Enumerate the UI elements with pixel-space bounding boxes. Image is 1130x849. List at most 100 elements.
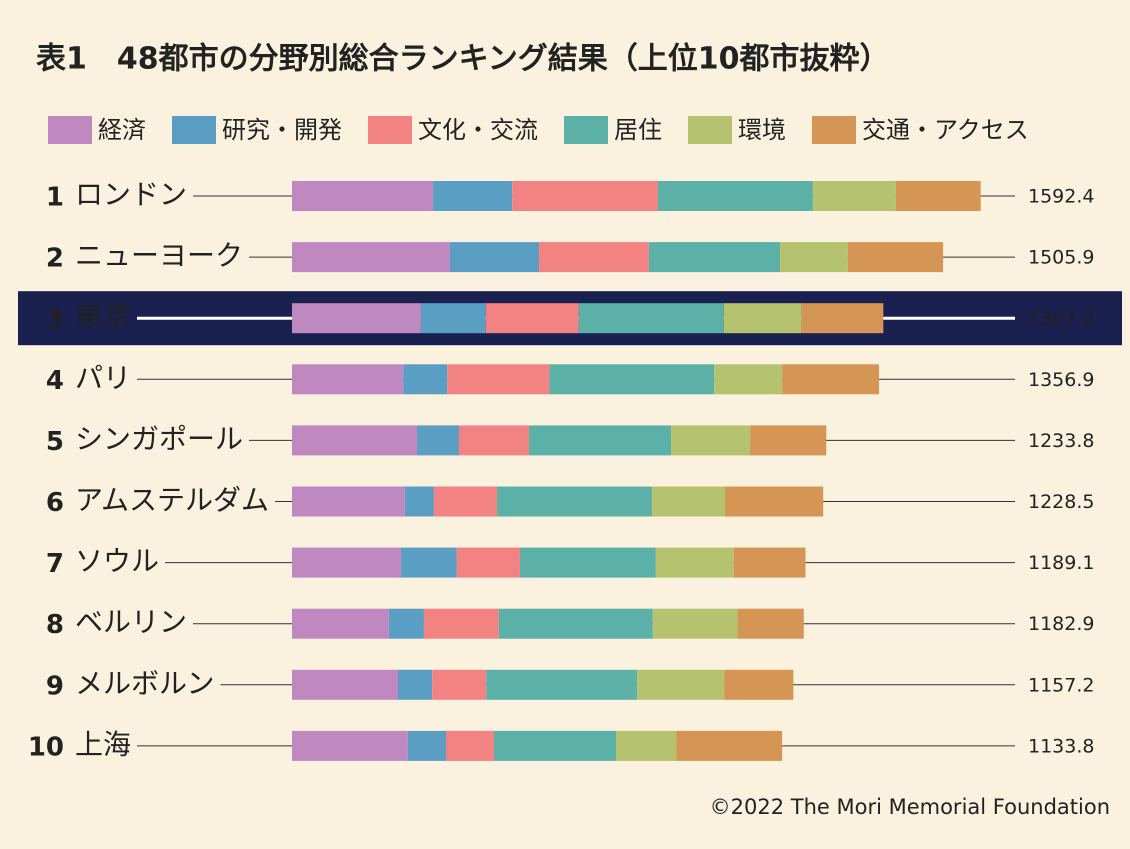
legend-swatch <box>172 116 216 144</box>
bar-segment <box>750 425 827 456</box>
total-label: 1592.4 <box>1028 186 1094 208</box>
bar-segment <box>737 608 804 639</box>
category-label: アムステルダム <box>75 484 269 517</box>
bar-segment <box>714 364 783 395</box>
bar-segment <box>529 425 671 456</box>
category-label: シンガポール <box>75 422 243 455</box>
category-label: ロンドン <box>75 178 187 211</box>
bar-segment <box>292 181 434 211</box>
bar-segment <box>292 669 398 700</box>
bar-segment <box>447 364 550 395</box>
bar-segment <box>485 303 579 334</box>
bar-segment <box>292 242 450 273</box>
bar-segment <box>847 242 944 273</box>
bar-segment <box>801 303 884 334</box>
bar-segment <box>652 608 738 639</box>
bar-segment <box>417 425 459 456</box>
rank-label: 9 <box>46 671 64 701</box>
bar-segment <box>494 730 617 761</box>
bar-segment <box>539 242 649 273</box>
bar-segment <box>512 181 658 211</box>
category-label: ソウル <box>75 545 159 578</box>
total-label: 1228.5 <box>1028 491 1094 513</box>
bar-segment <box>403 364 448 395</box>
total-label: 1505.9 <box>1028 247 1094 269</box>
legend-label: 居住 <box>614 116 662 144</box>
bar-segment <box>449 242 540 273</box>
bar-segment <box>651 486 726 517</box>
bar-segment <box>578 303 724 334</box>
rank-label: 7 <box>46 549 64 579</box>
bar-segment <box>458 425 530 456</box>
category-label: ニューヨーク <box>75 239 243 272</box>
legend-swatch <box>368 116 412 144</box>
total-label: 1233.8 <box>1028 430 1094 452</box>
rank-label: 10 <box>28 732 64 762</box>
legend-label: 研究・開発 <box>222 116 342 144</box>
bar-segment <box>388 608 424 639</box>
bar-segment <box>733 547 806 578</box>
legend-label: 文化・交流 <box>418 116 538 144</box>
source: ©2022 The Mori Memorial Foundation <box>710 795 1110 819</box>
category-label: パリ <box>75 361 131 394</box>
bar-segment <box>723 303 802 334</box>
total-label: 1182.9 <box>1028 613 1094 635</box>
total-label: 1356.9 <box>1028 369 1094 391</box>
legend-label: 経済 <box>98 116 146 144</box>
bar-segment <box>407 730 447 761</box>
bar-segment <box>486 669 638 700</box>
bar-segment <box>446 730 495 761</box>
rank-label: 5 <box>46 427 64 457</box>
total-label: 1133.8 <box>1028 735 1094 757</box>
bar-segment <box>724 669 794 700</box>
bar-segment <box>292 486 405 517</box>
bar-segment <box>676 730 783 761</box>
bar-segment <box>895 181 981 211</box>
total-label: 1189.1 <box>1028 552 1094 574</box>
bar-segment <box>657 181 813 211</box>
total-label: 1157.2 <box>1028 674 1094 696</box>
bar-segment <box>292 364 404 395</box>
bar-segment <box>655 547 734 578</box>
bar-segment <box>519 547 656 578</box>
legend-label: 交通・アクセス <box>862 116 1029 144</box>
bar-segment <box>432 669 487 700</box>
bar-segment <box>420 303 486 334</box>
rank-label: 2 <box>46 244 64 274</box>
bar-segment <box>433 181 513 211</box>
legend-swatch <box>812 116 856 144</box>
bar-segment <box>397 669 433 700</box>
category-label: ベルリン <box>75 606 187 639</box>
bar-segment <box>401 547 457 578</box>
total-label: 1367.2 <box>1028 308 1094 330</box>
bar-segment <box>292 730 408 761</box>
bar-segment <box>497 486 652 517</box>
bar-segment <box>292 547 402 578</box>
bar-segment <box>725 486 824 517</box>
bar-segment <box>423 608 499 639</box>
bar-segment <box>670 425 751 456</box>
legend-label: 環境 <box>738 116 786 144</box>
category-label: 上海 <box>75 728 131 761</box>
bar-segment <box>549 364 715 395</box>
legend-swatch <box>688 116 732 144</box>
bar-segment <box>292 608 389 639</box>
category-label: 東京 <box>75 300 131 333</box>
bar-segment <box>779 242 848 273</box>
bar-segment <box>404 486 434 517</box>
legend-swatch <box>564 116 608 144</box>
category-label: メルボルン <box>75 667 214 700</box>
rank-label: 8 <box>46 610 64 640</box>
legend-swatch <box>48 116 92 144</box>
bar-segment <box>812 181 896 211</box>
rank-label: 6 <box>46 488 64 518</box>
bar-segment <box>456 547 520 578</box>
rank-label: 3 <box>46 305 64 335</box>
bar-segment <box>637 669 725 700</box>
chart-title: 表1 48都市の分野別総合ランキング結果（上位10都市抜粋） <box>36 42 889 77</box>
rank-label: 4 <box>46 366 64 396</box>
bar-segment <box>616 730 677 761</box>
bar-segment <box>498 608 653 639</box>
bar-segment <box>782 364 880 395</box>
